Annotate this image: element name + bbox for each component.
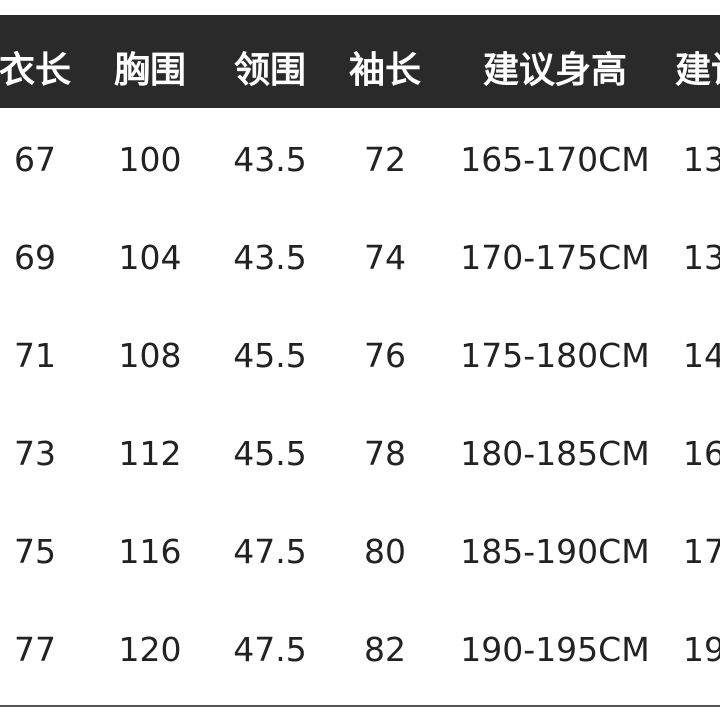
table-cell: 47.5 bbox=[233, 532, 307, 571]
table-cell: 72 bbox=[364, 140, 406, 179]
table-cell: 78 bbox=[364, 434, 406, 473]
table-cell: 45.5 bbox=[233, 434, 307, 473]
table-cell: 77 bbox=[14, 630, 56, 669]
table-cell: 47.5 bbox=[233, 630, 307, 669]
table-cell: 76 bbox=[364, 336, 406, 375]
table-cell: 71 bbox=[14, 336, 56, 375]
column-header: 建议身高 bbox=[482, 50, 628, 91]
table-cell: 19 bbox=[683, 630, 720, 669]
table-cell: 112 bbox=[118, 434, 182, 473]
column-header: 袖长 bbox=[348, 50, 422, 91]
table-cell: 13 bbox=[683, 140, 720, 179]
table-cell: 120 bbox=[118, 630, 182, 669]
table-cell: 116 bbox=[118, 532, 182, 571]
table-cell: 67 bbox=[14, 140, 56, 179]
table-cell: 80 bbox=[364, 532, 406, 571]
table-cell: 170-175CM bbox=[460, 238, 650, 277]
column-header: 建议 bbox=[675, 50, 720, 91]
table-cell: 13 bbox=[683, 238, 720, 277]
table-cell: 82 bbox=[364, 630, 406, 669]
table-cell: 100 bbox=[118, 140, 182, 179]
table-cell: 73 bbox=[14, 434, 56, 473]
table-cell: 108 bbox=[118, 336, 182, 375]
table-cell: 190-195CM bbox=[460, 630, 650, 669]
table-cell: 175-180CM bbox=[460, 336, 650, 375]
table-cell: 104 bbox=[118, 238, 182, 277]
table-cell: 74 bbox=[364, 238, 406, 277]
table-cell: 43.5 bbox=[233, 238, 307, 277]
table-cell: 16 bbox=[683, 434, 720, 473]
table-cell: 14 bbox=[683, 336, 720, 375]
table-cell: 185-190CM bbox=[460, 532, 650, 571]
table-cell: 165-170CM bbox=[460, 140, 650, 179]
table-cell: 180-185CM bbox=[460, 434, 650, 473]
column-header: 领围 bbox=[233, 50, 307, 91]
column-header: 衣长 bbox=[0, 50, 72, 91]
table-cell: 45.5 bbox=[233, 336, 307, 375]
column-header: 胸围 bbox=[113, 50, 187, 91]
table-cell: 17 bbox=[683, 532, 720, 571]
table-cell: 75 bbox=[14, 532, 56, 571]
bottom-divider bbox=[0, 705, 720, 707]
table-cell: 43.5 bbox=[233, 140, 307, 179]
table-cell: 69 bbox=[14, 238, 56, 277]
